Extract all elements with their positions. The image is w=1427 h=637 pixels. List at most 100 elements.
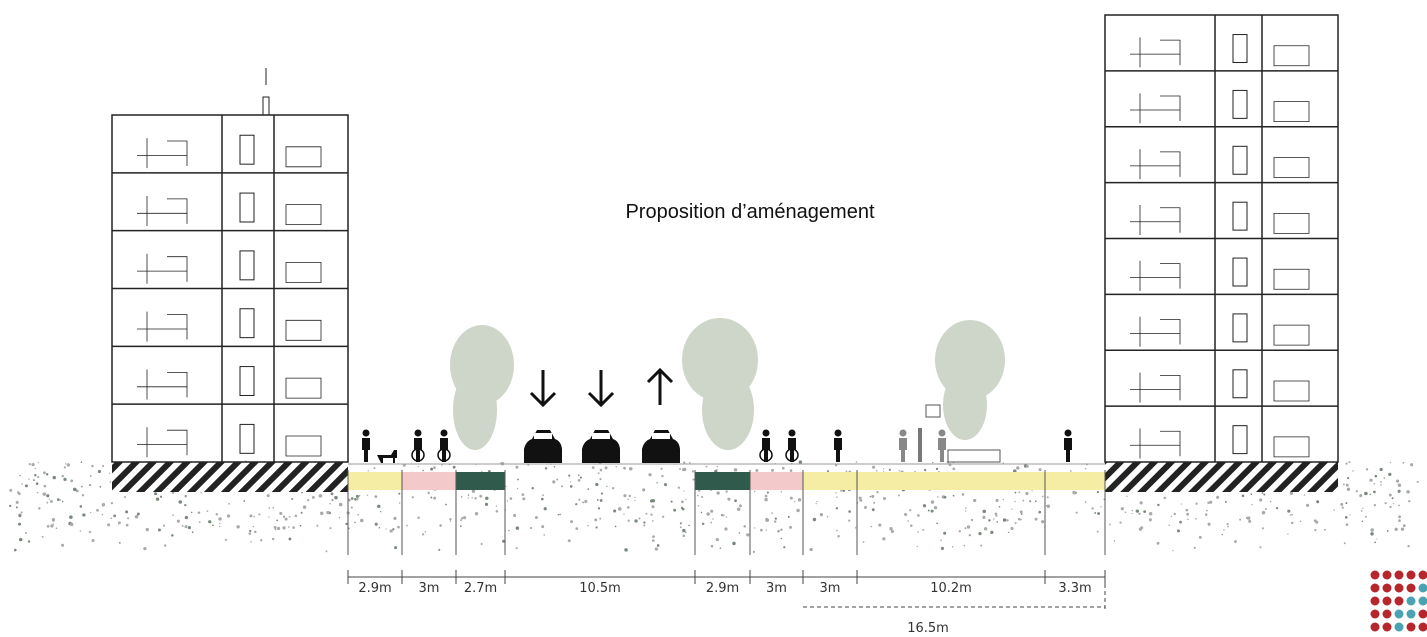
door (240, 251, 254, 280)
speckle (1136, 509, 1139, 512)
speckle (510, 497, 513, 500)
speckle (1035, 518, 1038, 521)
speckle (790, 497, 793, 500)
speckle (999, 506, 1001, 508)
speckle (570, 481, 571, 482)
speckle (31, 463, 34, 466)
speckle (507, 500, 508, 501)
speckle (782, 467, 785, 470)
speckle (1373, 491, 1376, 494)
speckle (587, 525, 589, 527)
speckle (904, 513, 907, 516)
speckle (1011, 509, 1012, 510)
speckle (634, 500, 635, 501)
speckle (1380, 484, 1381, 485)
speckle (16, 506, 18, 508)
speckle (720, 547, 722, 549)
speckle (1370, 532, 1373, 535)
speckle (923, 504, 926, 507)
speckle (599, 518, 601, 520)
speckle (277, 527, 280, 530)
speckle (331, 493, 334, 496)
speckle (1177, 529, 1180, 532)
speckle (258, 513, 260, 515)
speckle (656, 482, 658, 484)
speckle (248, 532, 251, 535)
speckle (889, 527, 892, 530)
speckle (62, 501, 64, 503)
speckle (102, 514, 103, 515)
speckle (732, 542, 736, 546)
speckle (1234, 540, 1237, 543)
speckle (1345, 516, 1348, 519)
speckle (1263, 494, 1265, 496)
person-head (363, 430, 370, 437)
speckle (285, 518, 288, 521)
speckle (164, 544, 166, 546)
speckle (856, 461, 858, 463)
speckle (771, 469, 774, 472)
speckle (1396, 479, 1399, 482)
speckle (367, 494, 368, 495)
speckle (973, 499, 976, 502)
speckle (36, 482, 39, 485)
speckle (767, 491, 769, 493)
speckle (1070, 470, 1072, 472)
speckle (1227, 526, 1229, 528)
speckle (982, 516, 985, 519)
speckle (535, 516, 538, 519)
speckle (177, 520, 180, 523)
speckle (840, 490, 842, 492)
door (1233, 258, 1247, 286)
total-dimension-label: 16.5m (907, 621, 949, 636)
speckle (182, 525, 184, 527)
speckle (9, 489, 12, 492)
logo-dot (1395, 623, 1404, 632)
speckle (37, 476, 39, 478)
speckle (516, 526, 520, 530)
speckle (385, 528, 386, 529)
speckle (882, 537, 885, 540)
speckle (1265, 508, 1267, 510)
speckle (380, 511, 381, 512)
speckle (228, 503, 229, 504)
speckle (351, 507, 353, 509)
speckle (883, 497, 886, 500)
door (1233, 90, 1247, 118)
dimension-label: 3.3m (1058, 581, 1091, 596)
street-section: 2.9m3m2.7m10.5m2.9m3m3m10.2m3.3m16.5m Pr… (0, 0, 1427, 637)
speckle (275, 529, 277, 531)
logo-dot (1395, 584, 1404, 593)
windshield (652, 433, 670, 439)
speckle (995, 512, 998, 515)
logo-dot (1407, 584, 1416, 593)
speckle (1398, 490, 1401, 493)
speckle (1015, 492, 1017, 494)
speckle (813, 518, 816, 521)
speckle (664, 483, 667, 486)
speckle (481, 543, 483, 545)
speckle (545, 467, 547, 469)
speckle (629, 495, 631, 497)
speckle (63, 478, 66, 481)
speckle (931, 500, 934, 503)
speckle (652, 520, 653, 521)
speckle (216, 513, 218, 515)
speckle (124, 496, 126, 498)
speckle (1187, 519, 1189, 521)
speckle (645, 513, 647, 515)
speckle (200, 492, 202, 494)
speckle (1408, 500, 1410, 502)
speckle (1407, 545, 1409, 547)
speckle (82, 513, 85, 516)
speckle (172, 514, 174, 516)
speckle (660, 468, 662, 470)
speckle (272, 538, 274, 540)
speckle (390, 529, 393, 532)
speckle (685, 531, 687, 533)
speckle (42, 492, 46, 496)
speckle (185, 516, 188, 519)
speckle (1316, 500, 1319, 503)
speckle (219, 523, 220, 524)
logo-dot (1395, 610, 1404, 619)
